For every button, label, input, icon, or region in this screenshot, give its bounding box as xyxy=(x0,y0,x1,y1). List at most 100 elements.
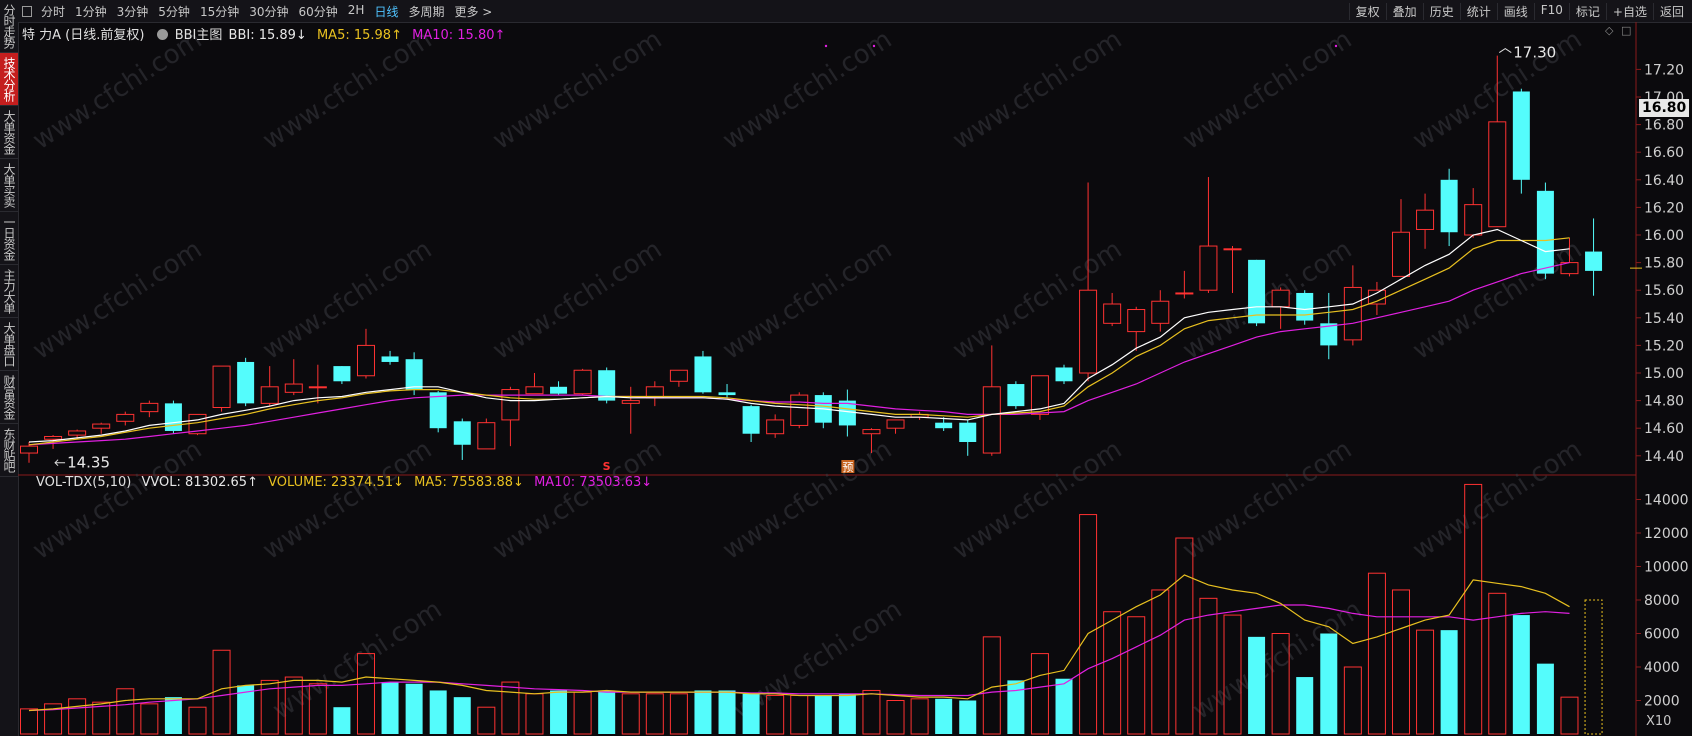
sidebar-tab-5[interactable]: 主力大单 xyxy=(0,265,18,318)
candle-body-up xyxy=(1127,309,1146,333)
candle-body-up xyxy=(92,423,111,429)
period-tab-9[interactable]: 多周期 xyxy=(408,5,445,19)
volume-bar-up xyxy=(20,708,38,735)
candle-body-down xyxy=(959,422,977,442)
volume-bar-up xyxy=(260,679,279,735)
sidebar-tab-6[interactable]: 大单盘口 xyxy=(0,318,18,371)
period-tab-5[interactable]: 30分钟 xyxy=(249,5,289,19)
toolbar-button-3[interactable]: 统计 xyxy=(1459,3,1497,20)
volume-bar-down xyxy=(814,695,832,734)
corner-icons: ◇ □ xyxy=(1605,24,1631,37)
volume-bar-up xyxy=(1488,592,1507,735)
toolbar-button-6[interactable]: 标记 xyxy=(1568,3,1606,20)
sidebar-tab-1[interactable]: 技术分析 xyxy=(0,53,18,106)
sidebar-tab-4[interactable]: 一日资金 xyxy=(0,212,18,265)
vvol-value: VVOL: 81302.65↑ xyxy=(141,475,258,490)
volume-bar-down xyxy=(1320,633,1338,734)
layout-icon[interactable] xyxy=(22,6,32,17)
candle-body-up xyxy=(573,369,592,395)
ma5-line xyxy=(28,237,1570,446)
sidebar-tab-0[interactable]: 分时走势 xyxy=(0,0,18,53)
watermark-text: www.cfchi.com xyxy=(1177,435,1357,566)
candle-body-down xyxy=(1512,91,1530,180)
candle-body-up xyxy=(621,400,640,404)
sidebar-tab-8[interactable]: 东财贴吧 xyxy=(0,424,18,477)
candle-body-up xyxy=(1343,286,1362,341)
square-outline-icon[interactable]: □ xyxy=(1620,24,1632,37)
sidebar-tab-3[interactable]: 大单买卖 xyxy=(0,159,18,212)
volume-bar-down xyxy=(1536,663,1554,734)
volume-bar-up xyxy=(44,703,63,735)
volume-bar-up xyxy=(1151,589,1170,735)
period-tab-6[interactable]: 60分钟 xyxy=(298,5,338,19)
candle-body-up xyxy=(1416,209,1435,230)
volume-bar-down xyxy=(1512,615,1530,734)
period-tab-10[interactable]: 更多 > xyxy=(454,5,493,19)
volume-bar-up xyxy=(1079,514,1098,735)
vol-ma10-value: MA10: 73503.63↓ xyxy=(534,475,653,490)
volume-bar-up xyxy=(766,694,785,735)
volume-tick-label: 2000 xyxy=(1644,694,1680,710)
candle-body-up xyxy=(790,394,809,426)
bbi-line xyxy=(28,228,1570,443)
volume-bar-down xyxy=(935,698,953,734)
indicator-name[interactable]: BBI主图 xyxy=(174,28,223,43)
volume-tick-label: 8000 xyxy=(1644,593,1680,609)
toolbar-button-7[interactable]: +自选 xyxy=(1605,3,1653,20)
volume-bar-down xyxy=(381,682,399,734)
diamond-icon[interactable]: ◇ xyxy=(1605,24,1614,37)
signal-s-marker: S xyxy=(603,460,611,473)
candle-body-down xyxy=(1320,323,1338,346)
period-tab-3[interactable]: 5分钟 xyxy=(158,5,190,19)
price-tick-label: 14.40 xyxy=(1644,449,1684,465)
volume-bar-up xyxy=(92,701,111,735)
watermark-text: www.cfchi.com xyxy=(487,435,667,566)
settings-circle-icon[interactable] xyxy=(156,29,168,40)
toolbar-button-8[interactable]: 返回 xyxy=(1652,3,1690,20)
candle-body-up xyxy=(525,386,544,395)
period-tab-7[interactable]: 2H xyxy=(347,3,365,17)
volume-bar-up xyxy=(1367,572,1386,735)
stock-name: 特 力A (日线.前复权) xyxy=(22,28,145,43)
watermark-text: www.cfchi.com xyxy=(947,435,1127,566)
volume-bar-up xyxy=(1103,611,1122,735)
period-tab-4[interactable]: 15分钟 xyxy=(199,5,240,19)
period-tab-0[interactable]: 分时 xyxy=(41,5,66,19)
volume-bar-up xyxy=(1464,483,1483,735)
volume-bar-up xyxy=(501,681,520,735)
period-tab-1[interactable]: 1分钟 xyxy=(75,5,107,19)
toolbar-button-2[interactable]: 历史 xyxy=(1422,3,1460,20)
price-tick-label: 15.00 xyxy=(1644,366,1684,382)
toolbar-button-5[interactable]: F10 xyxy=(1533,3,1569,20)
candle-body-down xyxy=(1585,251,1603,271)
sidebar-tab-7[interactable]: 财富资金 xyxy=(0,371,18,424)
volume-ma5-line xyxy=(28,574,1570,712)
volume-bar-up xyxy=(356,653,375,735)
period-tab-8[interactable]: 日线 xyxy=(374,5,399,19)
volume-bar-up xyxy=(212,649,231,735)
watermark-text: www.cfchi.com xyxy=(947,25,1127,156)
volume-bar-down xyxy=(164,697,182,734)
volume-tick-label: 10000 xyxy=(1644,560,1689,576)
volume-unit-label: X10 xyxy=(1646,714,1672,729)
toolbar-button-4[interactable]: 画线 xyxy=(1496,3,1534,20)
toolbar-button-1[interactable]: 叠加 xyxy=(1385,3,1423,20)
watermark-text: www.cfchi.com xyxy=(1177,25,1357,156)
volume-bar-down xyxy=(694,690,712,734)
volume-bar-up xyxy=(886,700,905,735)
vol-indicator-name[interactable]: VOL-TDX(5,10) xyxy=(36,475,132,490)
candle-body-up xyxy=(766,419,785,435)
volume-bar-down xyxy=(333,707,351,734)
period-tabs: 分时 1分钟 3分钟 5分钟 15分钟 30分钟 60分钟 2H 日线 多周期 更多 > xyxy=(22,3,497,20)
current-price-tag: 16.80 xyxy=(1639,99,1690,117)
volume-bar-up xyxy=(525,693,544,735)
candle-body-up xyxy=(212,365,231,409)
sidebar-tab-2[interactable]: 大单资金 xyxy=(0,106,18,159)
candle-body-up xyxy=(1488,121,1507,228)
volume-bar-down xyxy=(718,690,736,734)
period-tab-2[interactable]: 3分钟 xyxy=(116,5,149,19)
watermark-layer: www.cfchi.com www.cfchi.com www.cfchi.com w… xyxy=(27,25,1587,726)
toolbar-button-0[interactable]: 复权 xyxy=(1348,3,1386,20)
volume-bar-up xyxy=(477,706,496,735)
